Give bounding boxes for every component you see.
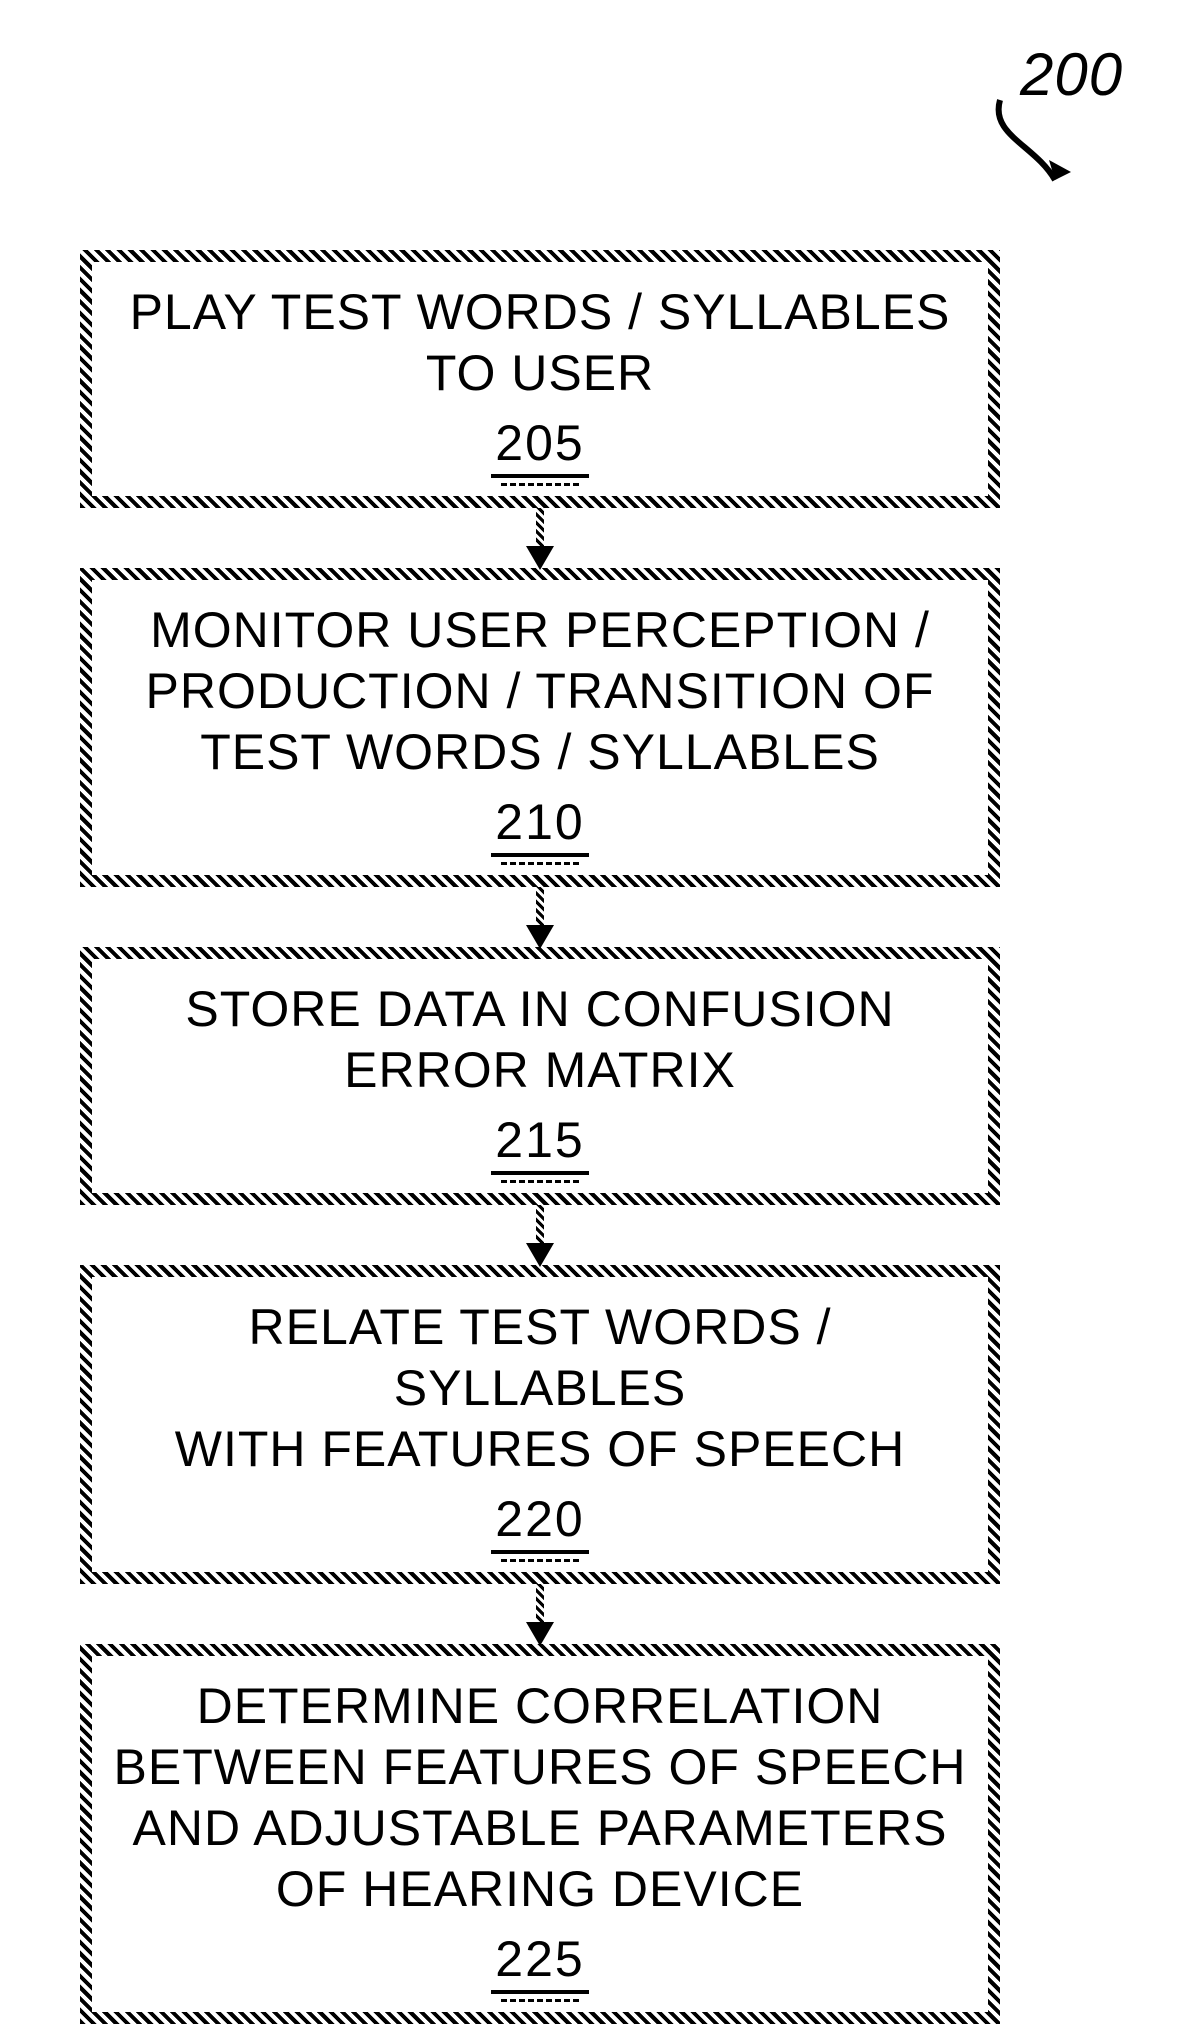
leader-curve-icon [980,90,1090,200]
flow-step-number: 210 [491,793,588,857]
flow-step-number: 215 [491,1111,588,1175]
flow-step-225: DETERMINE CORRELATIONBETWEEN FEATURES OF… [80,1644,1000,2024]
flow-step-text: MONITOR USER PERCEPTION /PRODUCTION / TR… [106,600,974,783]
flow-step-number: 225 [491,1930,588,1994]
flow-step-205: PLAY TEST WORDS / SYLLABLESTO USER 205 [80,250,1000,508]
flow-step-210: MONITOR USER PERCEPTION /PRODUCTION / TR… [80,568,1000,887]
canvas: 200 PLAY TEST WORDS / SYLLABLESTO USER20… [0,0,1180,1904]
flow-step-number: 205 [491,414,588,478]
flowchart: PLAY TEST WORDS / SYLLABLESTO USER 205 MON… [80,250,1000,2024]
flow-step-220: RELATE TEST WORDS / SYLLABLESWITH FEATUR… [80,1265,1000,1584]
flow-step-number: 220 [491,1490,588,1554]
flow-step-text: RELATE TEST WORDS / SYLLABLESWITH FEATUR… [106,1297,974,1480]
flow-step-text: STORE DATA IN CONFUSIONERROR MATRIX [106,979,974,1101]
flow-step-215: STORE DATA IN CONFUSIONERROR MATRIX 215 [80,947,1000,1205]
flow-step-text: PLAY TEST WORDS / SYLLABLESTO USER [106,282,974,404]
flow-step-text: DETERMINE CORRELATIONBETWEEN FEATURES OF… [106,1676,974,1920]
